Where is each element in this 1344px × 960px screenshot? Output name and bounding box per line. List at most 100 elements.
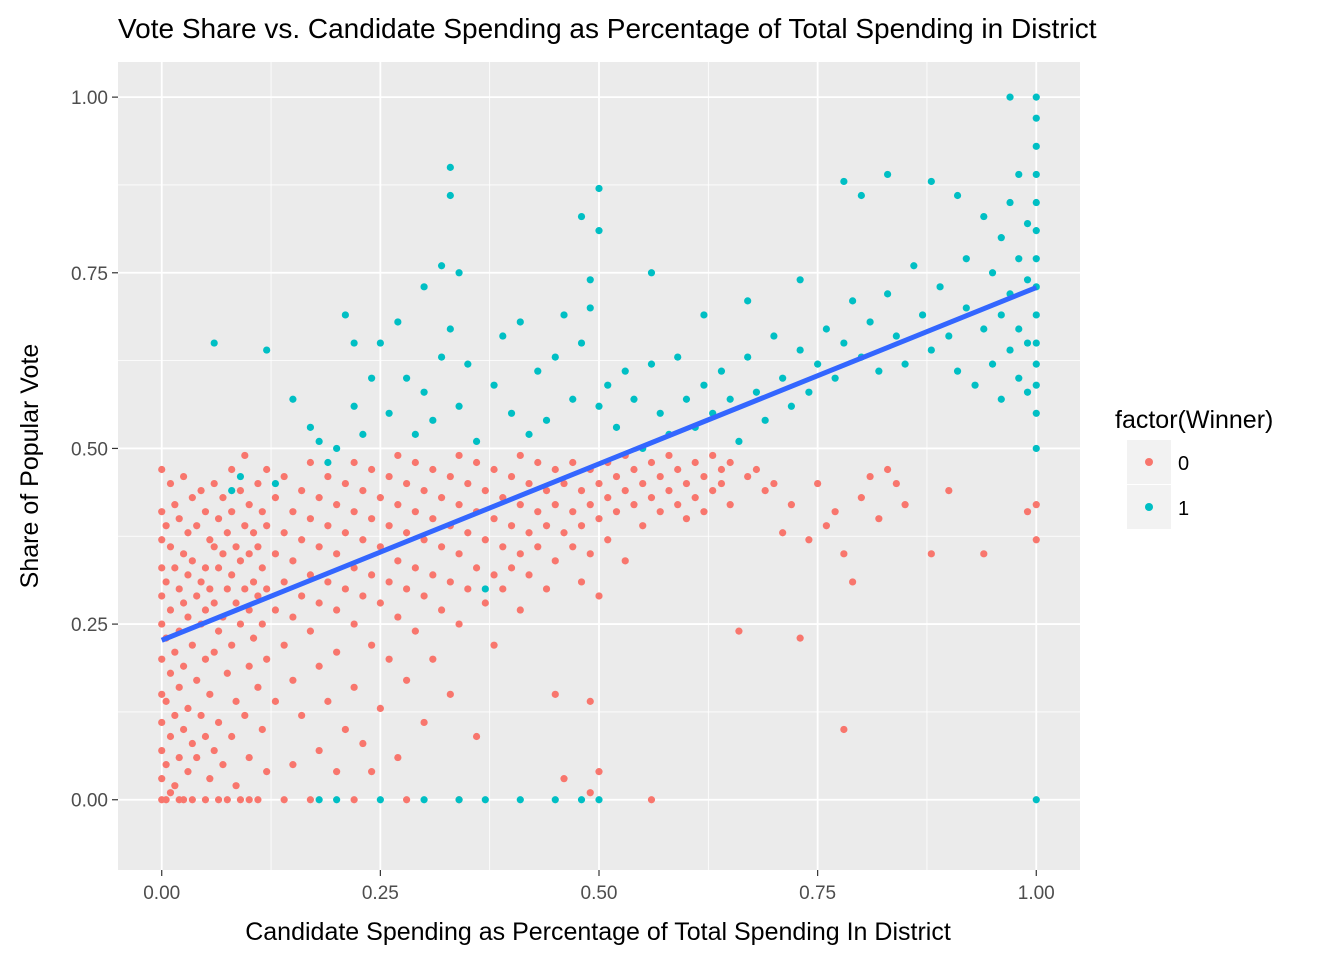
data-point-series-0: [744, 472, 752, 481]
data-point-series-0: [350, 620, 358, 628]
data-point-series-1: [647, 269, 656, 277]
data-point-series-1: [1032, 339, 1040, 347]
data-point-series-0: [232, 599, 240, 607]
data-point-series-0: [656, 508, 664, 516]
data-point-series-0: [411, 627, 419, 635]
data-point-series-0: [184, 613, 192, 621]
data-point-series-1: [1032, 311, 1040, 319]
data-point-series-0: [219, 494, 227, 502]
data-point-series-1: [1032, 360, 1040, 368]
data-point-series-0: [403, 529, 411, 537]
data-point-series-0: [289, 508, 297, 516]
data-point-series-1: [446, 325, 454, 333]
data-point-series-0: [586, 697, 594, 705]
data-point-series-0: [717, 479, 726, 488]
data-point-series-0: [359, 486, 367, 495]
y-tick-label: 1.00: [71, 88, 108, 109]
data-point-series-0: [324, 697, 332, 705]
data-point-series-0: [306, 515, 314, 523]
data-point-series-0: [210, 543, 218, 551]
data-point-series-0: [455, 501, 463, 509]
data-point-series-0: [206, 536, 214, 544]
data-point-series-1: [464, 360, 472, 368]
data-point-series-1: [682, 395, 691, 403]
data-point-series-1: [744, 353, 752, 361]
data-point-series-0: [385, 655, 393, 663]
data-point-series-1: [516, 318, 524, 326]
data-point-series-0: [271, 606, 280, 614]
data-point-series-1: [910, 262, 918, 270]
data-point-series-0: [193, 592, 201, 600]
data-point-series-0: [228, 465, 236, 474]
data-point-series-1: [359, 430, 367, 438]
data-point-series-0: [158, 564, 166, 572]
data-point-series-1: [577, 339, 586, 347]
data-point-series-0: [464, 529, 472, 537]
data-point-series-1: [927, 177, 935, 186]
data-point-series-0: [770, 479, 778, 488]
data-point-series-0: [166, 606, 175, 614]
trend-line: [160, 285, 1038, 643]
data-point-series-0: [665, 451, 673, 460]
data-point-series-1: [1032, 381, 1040, 389]
data-point-series-0: [507, 564, 516, 572]
data-point-series-0: [249, 529, 258, 537]
data-point-series-1: [980, 325, 988, 333]
data-point-series-1: [997, 395, 1005, 403]
data-point-series-0: [350, 458, 358, 467]
data-point-series-0: [700, 472, 708, 481]
data-point-series-0: [656, 472, 664, 481]
data-point-series-0: [490, 465, 498, 474]
data-point-series-1: [420, 796, 428, 804]
axis-ticks: 0.00 0.25 0.50 0.75 1.00 0.00 0.25 0.50 0.75 1.00: [71, 88, 1055, 904]
data-point-series-0: [472, 732, 481, 741]
data-point-series-1: [875, 367, 883, 375]
data-point-series-0: [350, 796, 358, 804]
data-point-series-0: [162, 761, 170, 769]
data-point-series-1: [997, 234, 1005, 242]
data-point-series-0: [184, 529, 192, 537]
data-point-series-0: [490, 515, 498, 523]
chart-title: Vote Share vs. Candidate Spending as Per…: [118, 13, 1097, 44]
legend-key-1-marker: [1145, 503, 1153, 511]
data-point-series-1: [656, 409, 664, 417]
data-point-series-1: [945, 332, 953, 340]
data-point-series-1: [499, 332, 507, 340]
data-point-series-0: [184, 571, 192, 579]
y-tick-label: 0.25: [71, 615, 108, 636]
data-point-series-1: [1023, 220, 1032, 228]
data-point-series-0: [376, 494, 384, 502]
data-point-series-0: [175, 515, 183, 523]
data-point-series-0: [359, 592, 367, 600]
data-point-series-0: [158, 746, 166, 755]
data-point-series-1: [1023, 388, 1032, 396]
data-point-series-0: [507, 522, 516, 530]
data-point-series-1: [455, 796, 463, 804]
data-point-series-0: [197, 711, 205, 720]
data-point-series-0: [980, 550, 988, 558]
data-point-series-0: [193, 522, 201, 530]
data-point-series-0: [735, 627, 743, 635]
data-point-series-1: [1006, 93, 1014, 101]
data-point-series-0: [236, 486, 245, 495]
data-point-series-1: [1032, 444, 1040, 453]
data-point-series-1: [717, 367, 726, 375]
data-point-series-0: [726, 458, 734, 467]
data-point-series-0: [245, 796, 253, 804]
data-point-series-0: [1032, 501, 1040, 509]
data-point-series-0: [228, 732, 236, 741]
data-point-series-0: [516, 550, 524, 558]
data-point-series-1: [647, 360, 656, 368]
data-point-series-0: [166, 479, 175, 488]
data-point-series-0: [455, 550, 463, 558]
data-point-series-0: [429, 465, 437, 474]
data-point-series-0: [214, 718, 223, 727]
data-point-series-1: [674, 353, 682, 361]
data-point-series-0: [171, 501, 179, 509]
data-point-series-0: [691, 494, 699, 502]
data-point-series-0: [472, 564, 481, 572]
data-point-series-0: [726, 501, 734, 509]
data-point-series-0: [333, 648, 341, 656]
data-point-series-0: [761, 486, 769, 495]
data-point-series-0: [280, 472, 288, 481]
